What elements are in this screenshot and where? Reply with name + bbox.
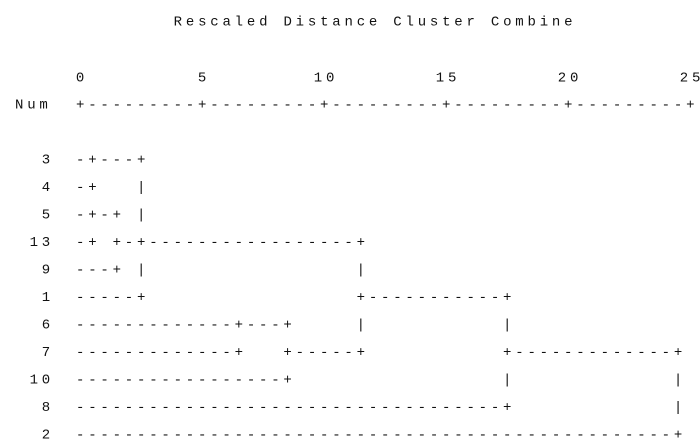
row-line: -+ +-+-----------------+ (64, 235, 369, 251)
row-line: ---+ | | (64, 263, 369, 279)
row-label: 3 (42, 153, 54, 169)
row-label: 5 (42, 208, 54, 224)
scale-tick-label: 20 (558, 71, 582, 87)
title: Rescaled Distance Cluster Combine (174, 15, 577, 31)
scale-tick-label: 0 (76, 71, 88, 87)
row-label: 7 (42, 345, 54, 361)
row-label: 2 (42, 428, 54, 441)
row-line: -----------------------------------+ | (64, 400, 686, 416)
row-label: 6 (42, 318, 54, 334)
row-label: 1 (42, 290, 54, 306)
row-line: -------------+ +-----+ +-------------+ (64, 345, 686, 361)
scale-tick-label: 10 (314, 71, 338, 87)
scale-line: +---------+---------+---------+---------… (76, 98, 698, 114)
row-label: 8 (42, 400, 54, 416)
row-line: ----------------------------------------… (64, 428, 686, 441)
scale-tick-label: 5 (198, 71, 210, 87)
row-label: 9 (42, 263, 54, 279)
row-line: -+ | (64, 180, 149, 196)
row-label: 10 (30, 373, 54, 389)
row-line: -+---+ (64, 153, 149, 169)
row-label: 4 (42, 180, 54, 196)
scale-tick-label: 15 (436, 71, 460, 87)
row-line: -----+ +-----------+ (64, 290, 515, 306)
row-line: -------------+---+ | | (64, 318, 515, 334)
scale-tick-label: 25 (680, 71, 700, 87)
row-label-header: Num (15, 98, 52, 114)
row-label: 13 (30, 235, 54, 251)
row-line: -+-+ | (64, 208, 149, 224)
row-line: -----------------+ | | (64, 373, 686, 389)
